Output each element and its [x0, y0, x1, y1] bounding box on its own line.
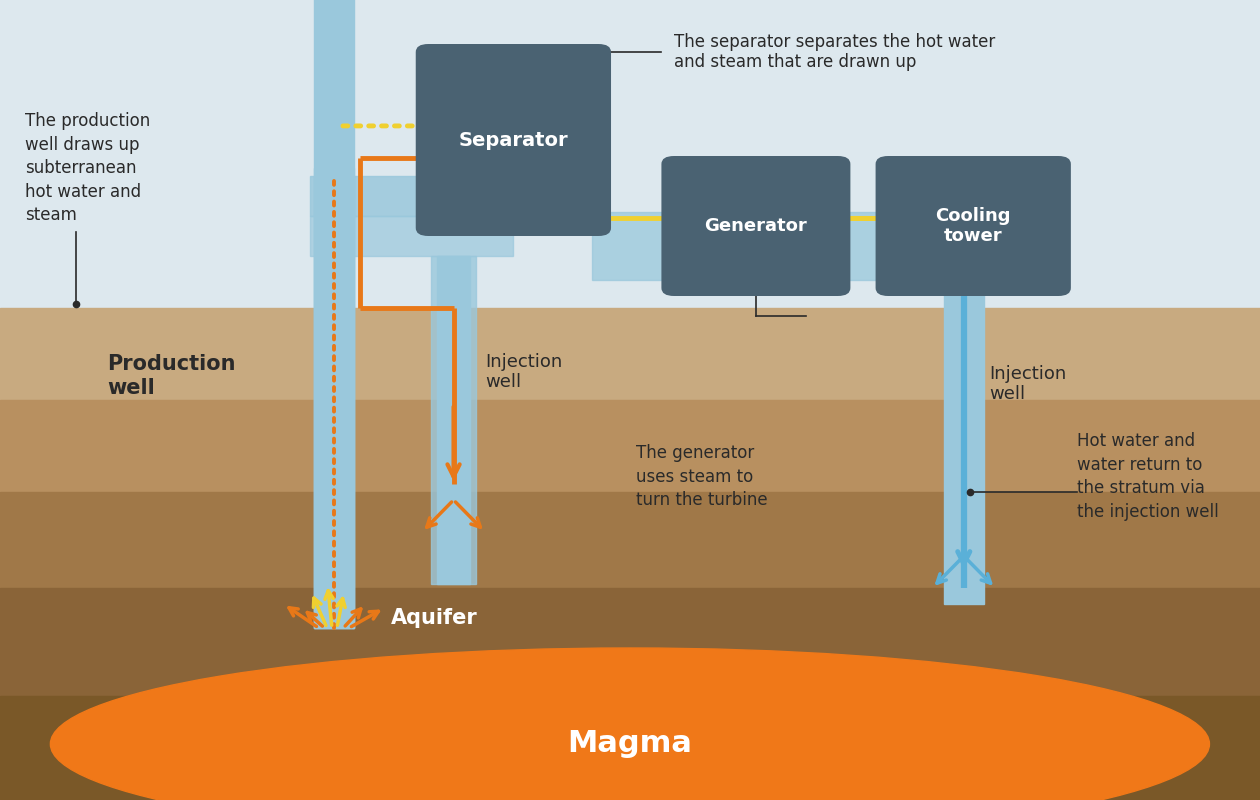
- Bar: [310, 176, 513, 216]
- Bar: [0, 588, 1260, 696]
- Text: The generator
uses steam to
turn the turbine: The generator uses steam to turn the tur…: [636, 444, 767, 509]
- Text: Aquifer: Aquifer: [391, 608, 478, 627]
- Bar: [314, 168, 354, 628]
- Text: Generator: Generator: [704, 217, 808, 235]
- Bar: [944, 176, 984, 604]
- Bar: [314, 0, 354, 628]
- Bar: [0, 308, 1260, 400]
- Text: Hot water and
water return to
the stratum via
the injection well: Hot water and water return to the stratu…: [1077, 432, 1218, 521]
- FancyBboxPatch shape: [416, 44, 611, 236]
- FancyBboxPatch shape: [662, 156, 850, 296]
- Text: The separator separates the hot water
and steam that are drawn up: The separator separates the hot water an…: [674, 33, 995, 71]
- Bar: [0, 0, 1260, 308]
- Bar: [437, 256, 470, 584]
- Bar: [0, 696, 1260, 800]
- Text: The production
well draws up
subterranean
hot water and
steam: The production well draws up subterranea…: [25, 112, 150, 224]
- Bar: [314, 176, 354, 628]
- Bar: [0, 400, 1260, 492]
- Text: Injection
well: Injection well: [989, 365, 1066, 403]
- Bar: [592, 212, 1058, 280]
- Ellipse shape: [50, 648, 1210, 800]
- Text: Production
well: Production well: [107, 354, 236, 398]
- Bar: [0, 492, 1260, 588]
- Bar: [431, 256, 476, 584]
- Text: Magma: Magma: [567, 730, 692, 758]
- Bar: [310, 216, 513, 256]
- FancyBboxPatch shape: [876, 156, 1071, 296]
- Text: Injection
well: Injection well: [485, 353, 562, 391]
- Text: Separator: Separator: [459, 130, 568, 150]
- Text: Cooling
tower: Cooling tower: [935, 206, 1011, 246]
